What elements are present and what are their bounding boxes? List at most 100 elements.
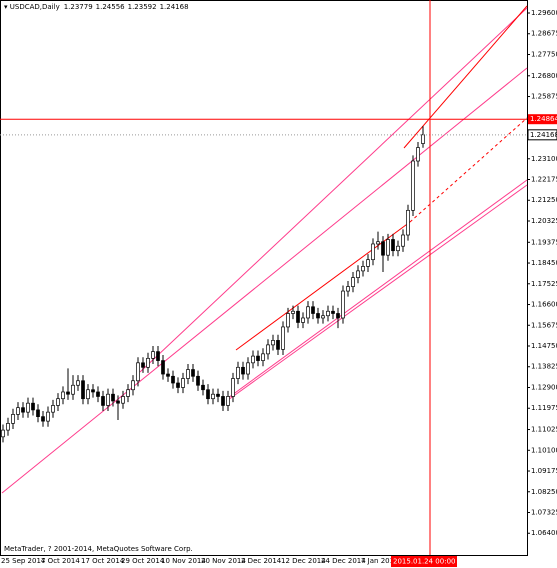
y-tick-label: 1.21250 — [531, 196, 557, 204]
candle-body — [116, 400, 120, 404]
x-tick-label: 2 Dec 2014 — [241, 557, 282, 565]
candle-body — [421, 134, 425, 144]
y-tick-label: 1.07325 — [531, 509, 557, 517]
candle-body — [66, 391, 70, 395]
header: ▾ USDCAD,Daily 1.23779 1.24556 1.23592 1.241… — [4, 3, 189, 11]
crosshair-time: 2015.01.24 00:00 — [393, 558, 455, 566]
candle-body — [391, 239, 395, 252]
candle-body — [311, 306, 315, 314]
candle-body — [106, 393, 110, 406]
candle-body — [1, 429, 5, 438]
y-tick-label: 1.10100 — [531, 446, 557, 454]
candle-body — [96, 391, 100, 397]
candle-body — [411, 160, 415, 211]
candle-body — [296, 310, 300, 323]
y-tick-label: 1.20325 — [531, 217, 557, 225]
candle-body — [76, 380, 80, 386]
x-tick-label: 20 Nov 2014 — [201, 557, 246, 565]
candle-body — [366, 259, 370, 267]
y-tick-label: 1.18450 — [531, 259, 557, 267]
candle-body — [156, 351, 160, 361]
y-tick-label: 1.11975 — [531, 404, 557, 412]
candle-body — [161, 360, 165, 375]
header-close: 1.24168 — [160, 3, 189, 11]
plot-frame — [0, 0, 528, 556]
candle-body — [141, 362, 145, 368]
candle-body — [281, 326, 285, 350]
candle-body — [146, 357, 150, 368]
x-tick-label: 25 Sep 2014 — [1, 557, 46, 565]
candle-body — [236, 366, 240, 379]
candle-body — [286, 313, 290, 328]
candle-body — [181, 378, 185, 388]
candle-body — [336, 313, 340, 319]
y-tick-label: 1.26800 — [531, 72, 557, 80]
y-tick-label: 1.12900 — [531, 383, 557, 391]
candle-body — [406, 209, 410, 236]
candle-body — [186, 369, 190, 379]
candle-body — [251, 355, 255, 364]
candle-body — [416, 147, 420, 162]
candle-body — [166, 373, 170, 377]
y-tick-label: 1.11025 — [531, 426, 557, 434]
candle-body — [271, 340, 275, 346]
candle-body — [196, 375, 200, 386]
y-tick-label: 1.06400 — [531, 529, 557, 537]
candle-body — [376, 241, 380, 245]
candle-body — [101, 396, 105, 406]
candle-body — [61, 391, 65, 400]
candle-body — [316, 313, 320, 319]
trendline — [235, 221, 411, 351]
candle-body — [191, 369, 195, 377]
candle-body — [21, 407, 25, 413]
header-open: 1.23779 — [64, 3, 93, 11]
candle-body — [301, 317, 305, 323]
menu-arrow: ▾ — [4, 3, 10, 11]
candle-body — [346, 286, 350, 292]
candle-body — [276, 340, 280, 350]
candle-body — [71, 384, 75, 395]
candle-body — [306, 306, 310, 319]
y-tick-label: 1.23100 — [531, 155, 557, 163]
candle-body — [331, 310, 335, 314]
x-tick-label: 7 Jan 2015 — [361, 557, 399, 565]
candle-body — [341, 290, 345, 319]
candle-body — [86, 389, 90, 400]
candle-body — [36, 409, 40, 417]
candle-body — [216, 393, 220, 397]
candle-body — [396, 245, 400, 252]
trendline — [139, 7, 528, 373]
candle-body — [201, 384, 205, 391]
candle-body — [81, 380, 85, 400]
y-tick-label: 1.13825 — [531, 363, 557, 371]
candle-body — [111, 393, 115, 402]
candle-body — [91, 389, 95, 393]
candle-body — [16, 407, 20, 415]
y-tick-label: 1.09175 — [531, 467, 557, 475]
y-tick-label: 1.14750 — [531, 342, 557, 350]
candle-body — [151, 351, 155, 359]
candle-body — [381, 241, 385, 256]
y-tick-label: 1.22175 — [531, 176, 557, 184]
header-high: 1.24556 — [96, 3, 125, 11]
trendline — [1, 67, 528, 494]
bid-label: 1.24168 — [530, 131, 557, 139]
candle-body — [351, 277, 355, 287]
y-tick-label: 1.28675 — [531, 30, 557, 38]
y-tick-label: 1.16600 — [531, 301, 557, 309]
candle-body — [41, 416, 45, 422]
crosshair-price: 1.24864 — [530, 115, 557, 123]
x-tick-label: 12 Dec 2014 — [281, 557, 326, 565]
symbol: USDCAD,Daily — [10, 3, 60, 11]
x-tick-label: 29 Oct 2014 — [121, 557, 165, 565]
candle-body — [231, 378, 235, 397]
candle-body — [176, 382, 180, 388]
candle-body — [121, 396, 125, 404]
x-tick-label: 24 Dec 2014 — [321, 557, 366, 565]
candle-body — [321, 315, 325, 319]
candle-body — [241, 366, 245, 375]
y-tick-label: 1.08250 — [531, 488, 557, 496]
candle-body — [326, 310, 330, 317]
bid-label-box — [527, 129, 557, 141]
